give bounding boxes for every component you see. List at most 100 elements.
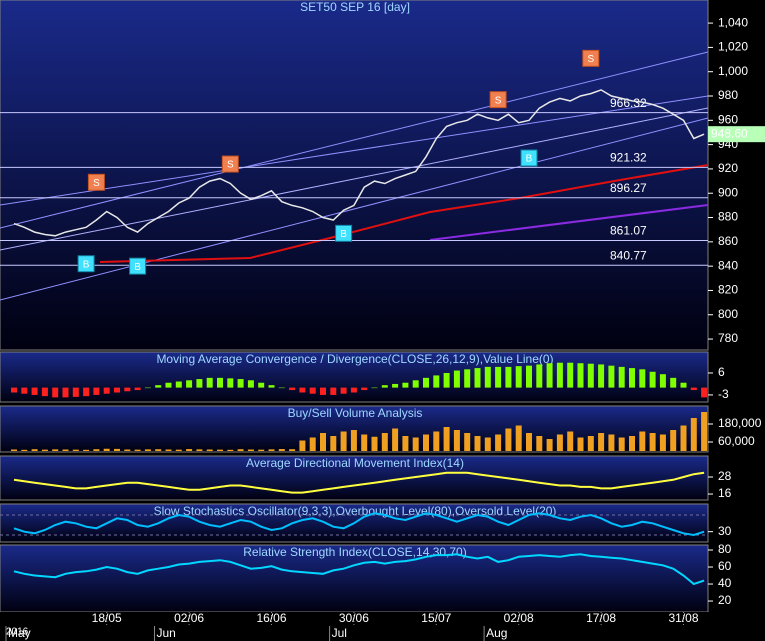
bar (495, 434, 502, 451)
level-label: 966.32 (610, 96, 647, 110)
bar (309, 387, 316, 394)
bar (556, 362, 563, 388)
y-tick-label: 820 (718, 283, 738, 297)
y-tick-label: 780 (718, 331, 738, 345)
bar (350, 429, 357, 451)
y-tick-label: 16 (718, 486, 732, 500)
bar (52, 449, 59, 451)
signal-label: S (227, 160, 234, 171)
bar (556, 434, 563, 451)
bar (144, 387, 151, 389)
bar (309, 437, 316, 451)
bar (330, 435, 337, 451)
bar (587, 363, 594, 388)
bar (546, 363, 553, 388)
bar (423, 434, 429, 451)
bar (52, 387, 59, 398)
y-tick-label: 860 (718, 234, 738, 248)
bar (618, 366, 625, 388)
bar (659, 434, 666, 451)
bar (608, 365, 615, 388)
bar (165, 449, 172, 451)
bar (320, 387, 326, 395)
bar (186, 380, 193, 388)
bar (340, 431, 347, 451)
bar (670, 377, 677, 388)
bar (31, 449, 38, 451)
bar (114, 448, 120, 451)
bar (103, 448, 110, 451)
bar (659, 374, 666, 388)
bar (340, 387, 347, 394)
y-tick-label: 1,000 (718, 64, 748, 78)
x-tick-label: 18/05 (92, 611, 122, 625)
bar (196, 449, 203, 451)
panel-title: Moving Average Convergence / Divergence(… (156, 352, 553, 366)
bar (72, 387, 79, 397)
bar (11, 449, 17, 451)
bar (608, 434, 615, 451)
month-label: May (8, 626, 31, 640)
bar (227, 449, 234, 451)
y-tick-label: 40 (718, 576, 732, 590)
bar (227, 378, 234, 388)
bar (206, 449, 213, 451)
bar (103, 387, 110, 394)
bar (258, 449, 265, 451)
bar (175, 381, 182, 388)
bar (453, 429, 460, 451)
bar (505, 428, 512, 451)
last-price-box (708, 126, 765, 143)
bar (484, 437, 491, 451)
bar (474, 435, 481, 451)
y-tick-label: 6 (718, 365, 725, 379)
signal-box (335, 224, 353, 242)
panel-background (0, 455, 709, 501)
bar (206, 377, 213, 388)
y-tick-label: 20 (718, 593, 732, 607)
bar (680, 425, 687, 451)
y-tick-label: 60,000 (718, 434, 755, 448)
bar (247, 380, 254, 388)
y-tick-label: 30 (718, 524, 732, 538)
bar (93, 387, 100, 395)
panel-title: Average Directional Movement Index(14) (246, 456, 464, 470)
bar (299, 387, 306, 393)
bar (495, 366, 502, 388)
bar (402, 382, 409, 388)
bar (381, 432, 388, 451)
x-tick-label: 31/08 (668, 611, 698, 625)
x-axis-band (0, 612, 765, 641)
panel-title: Slow Stochastics Oscillator(9,3,3),Overb… (154, 504, 557, 518)
channel-lines (0, 51, 709, 301)
signal-box (87, 173, 105, 191)
bar (629, 368, 635, 388)
bar (443, 426, 450, 451)
bar (412, 437, 419, 451)
bar (268, 385, 275, 388)
bar (598, 364, 605, 388)
bar (690, 418, 697, 451)
signal-box (221, 155, 239, 173)
signal-box (489, 91, 507, 109)
bar (402, 435, 409, 451)
bar (618, 437, 625, 451)
bar (412, 380, 419, 388)
bar (217, 377, 223, 388)
y-tick-label: 60 (718, 559, 732, 573)
bar (577, 437, 584, 451)
month-label: Jul (332, 626, 347, 640)
bar (536, 364, 543, 388)
bar (31, 387, 38, 395)
bar (381, 385, 388, 388)
bar (567, 431, 574, 451)
bar (124, 449, 131, 451)
bar (392, 383, 399, 388)
bar (371, 436, 378, 451)
y-tick-label: 960 (718, 112, 738, 126)
bar (155, 449, 162, 451)
panel-title: Relative Strength Index(CLOSE,14,30,70) (243, 545, 466, 559)
month-label: Jun (157, 626, 176, 640)
signal-box (129, 257, 147, 275)
